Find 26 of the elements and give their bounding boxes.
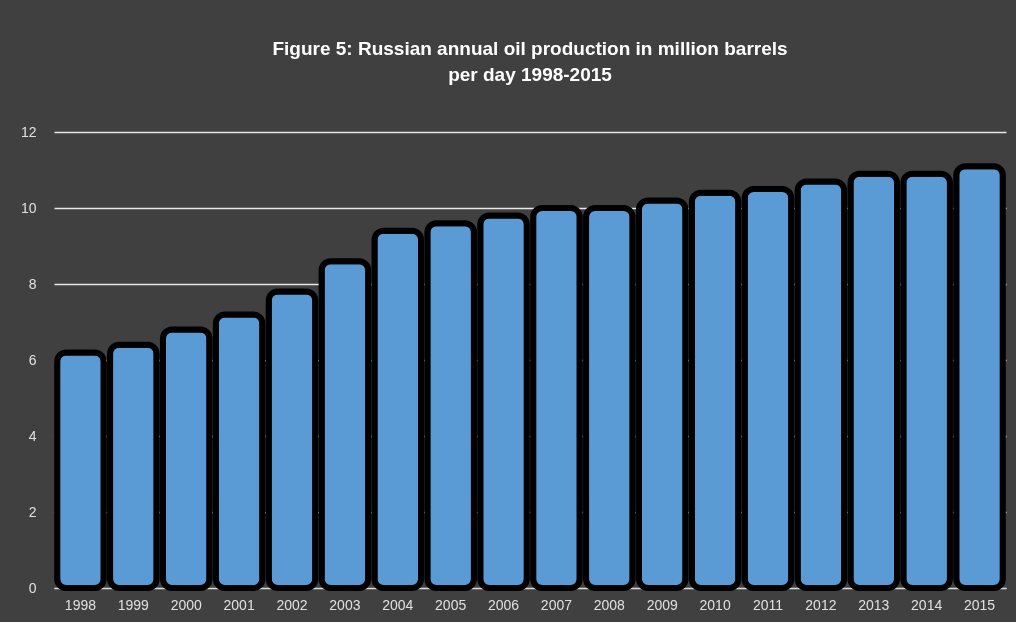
x-tick-label: 2012 bbox=[805, 596, 837, 613]
y-tick-label: 10 bbox=[20, 199, 37, 216]
y-tick-label: 0 bbox=[28, 579, 37, 596]
x-tick-label: 2006 bbox=[487, 596, 520, 613]
x-tick-label: 2002 bbox=[276, 596, 308, 613]
x-tick-label: 2013 bbox=[858, 596, 890, 613]
y-tick-label: 12 bbox=[20, 123, 37, 140]
x-tick-label: 2015 bbox=[963, 596, 996, 613]
x-tick-label: 2007 bbox=[540, 596, 573, 613]
y-tick-label: 2 bbox=[28, 503, 37, 520]
x-tick-label: 2008 bbox=[593, 596, 626, 613]
chart-title: Figure 5: Russian annual oil production in million barrels per day 1998-2015 bbox=[272, 38, 788, 85]
x-tick-label: 2009 bbox=[646, 596, 678, 613]
y-tick-label: 6 bbox=[28, 351, 37, 368]
x-tick-label: 2003 bbox=[329, 596, 361, 613]
x-tick-label: 1998 bbox=[64, 596, 97, 613]
x-tick-label: 2011 bbox=[752, 596, 784, 613]
y-tick-label: 4 bbox=[28, 427, 37, 444]
x-tick-label: 2001 bbox=[223, 596, 255, 613]
x-tick-label: 2010 bbox=[699, 596, 731, 613]
x-tick-label: 2000 bbox=[170, 596, 202, 613]
x-tick-label: 2005 bbox=[435, 596, 467, 613]
x-tick-label: 1999 bbox=[117, 596, 150, 613]
x-tick-label: 2004 bbox=[382, 596, 414, 613]
x-tick-label: 2014 bbox=[911, 596, 943, 613]
y-tick-label: 8 bbox=[28, 275, 37, 292]
